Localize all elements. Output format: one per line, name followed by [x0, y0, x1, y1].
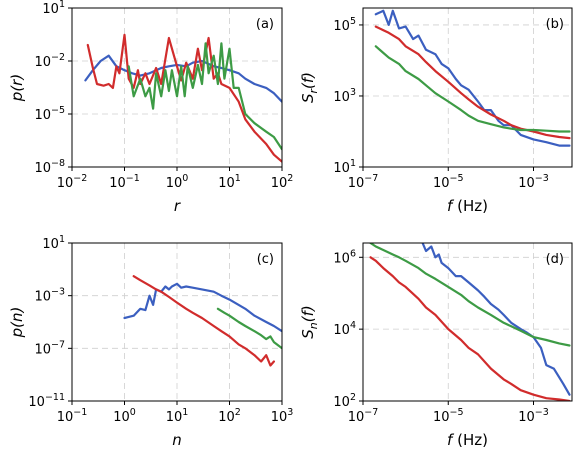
y-tick-label: 106: [333, 248, 356, 266]
series-line-2: [374, 25, 571, 140]
panel-b: 10−7 10−5 10−3 101 103 105 f (Hz) Sr(f) (b): [299, 7, 573, 215]
x-tick-label: 101: [218, 173, 241, 191]
y-tick-label: 101: [333, 158, 356, 176]
series-line-3: [216, 307, 282, 350]
y-axis-label: Sn(f): [299, 305, 320, 339]
y-tick-label: 104: [333, 320, 356, 338]
series-line-3: [369, 243, 571, 347]
x-tick-label: 10−5: [433, 407, 464, 425]
panel-c: 10−1 100 101 102 103 10−11 10−7 10−3 101 n p(n) (c): [8, 234, 293, 449]
x-tick-label: 10−2: [57, 173, 88, 191]
panel-d: 10−7 10−5 10−3 102 104 106 f (Hz) Sn(f) (d): [299, 242, 573, 449]
series-line-2: [369, 256, 571, 401]
y-axis-label: p(r): [8, 74, 26, 102]
y-tick-label: 10−2: [34, 52, 65, 70]
series-line-1: [374, 9, 571, 147]
y-tick-label: 103: [333, 87, 356, 105]
x-tick-label: 10−7: [348, 407, 379, 425]
panel-label: (c): [257, 252, 274, 267]
x-axis-label: n: [172, 431, 182, 449]
y-tick-label: 105: [333, 16, 356, 34]
x-tick-label: 10−7: [348, 173, 379, 191]
x-tick-label: 102: [218, 407, 241, 425]
x-tick-label: 10−3: [518, 407, 549, 425]
panel-label: (a): [256, 17, 274, 32]
series-line-3: [127, 42, 282, 151]
panel-label: (b): [546, 17, 564, 32]
x-tick-label: 103: [271, 407, 294, 425]
y-tick-label: 10−5: [34, 105, 65, 123]
series-line-1: [123, 282, 282, 333]
axes-frame: [362, 242, 573, 402]
x-tick-label: 10−1: [109, 173, 140, 191]
x-tick-label: 101: [166, 407, 189, 425]
panel-a: 10−2 10−1 100 101 102 10−8 10−5 10−2 101 r p(r) (a): [8, 0, 293, 215]
x-axis-label: f (Hz): [447, 197, 488, 215]
x-axis-label: r: [174, 197, 181, 215]
series-line-1: [421, 243, 571, 396]
x-tick-label: 102: [271, 173, 294, 191]
series-line-2: [132, 275, 275, 367]
panel-label: (d): [546, 252, 564, 267]
y-tick-label: 10−11: [28, 392, 65, 410]
x-tick-label: 10−1: [57, 407, 88, 425]
y-tick-label: 101: [42, 234, 65, 252]
y-tick-label: 10−8: [34, 158, 65, 176]
series-line-2: [86, 33, 282, 163]
y-axis-label: Sr(f): [299, 72, 320, 103]
axes-frame: [362, 7, 573, 168]
x-tick-label: 10−5: [433, 173, 464, 191]
x-tick-label: 10−3: [518, 173, 549, 191]
x-tick-label: 100: [166, 173, 189, 191]
x-axis-label: f (Hz): [447, 431, 488, 449]
y-tick-label: 10−3: [34, 287, 65, 305]
series-line-3: [374, 45, 571, 133]
y-axis-label: p(n): [8, 307, 26, 339]
y-tick-label: 10−7: [34, 339, 65, 357]
y-tick-label: 102: [333, 392, 356, 410]
y-tick-label: 101: [42, 0, 65, 17]
x-tick-label: 100: [113, 407, 136, 425]
